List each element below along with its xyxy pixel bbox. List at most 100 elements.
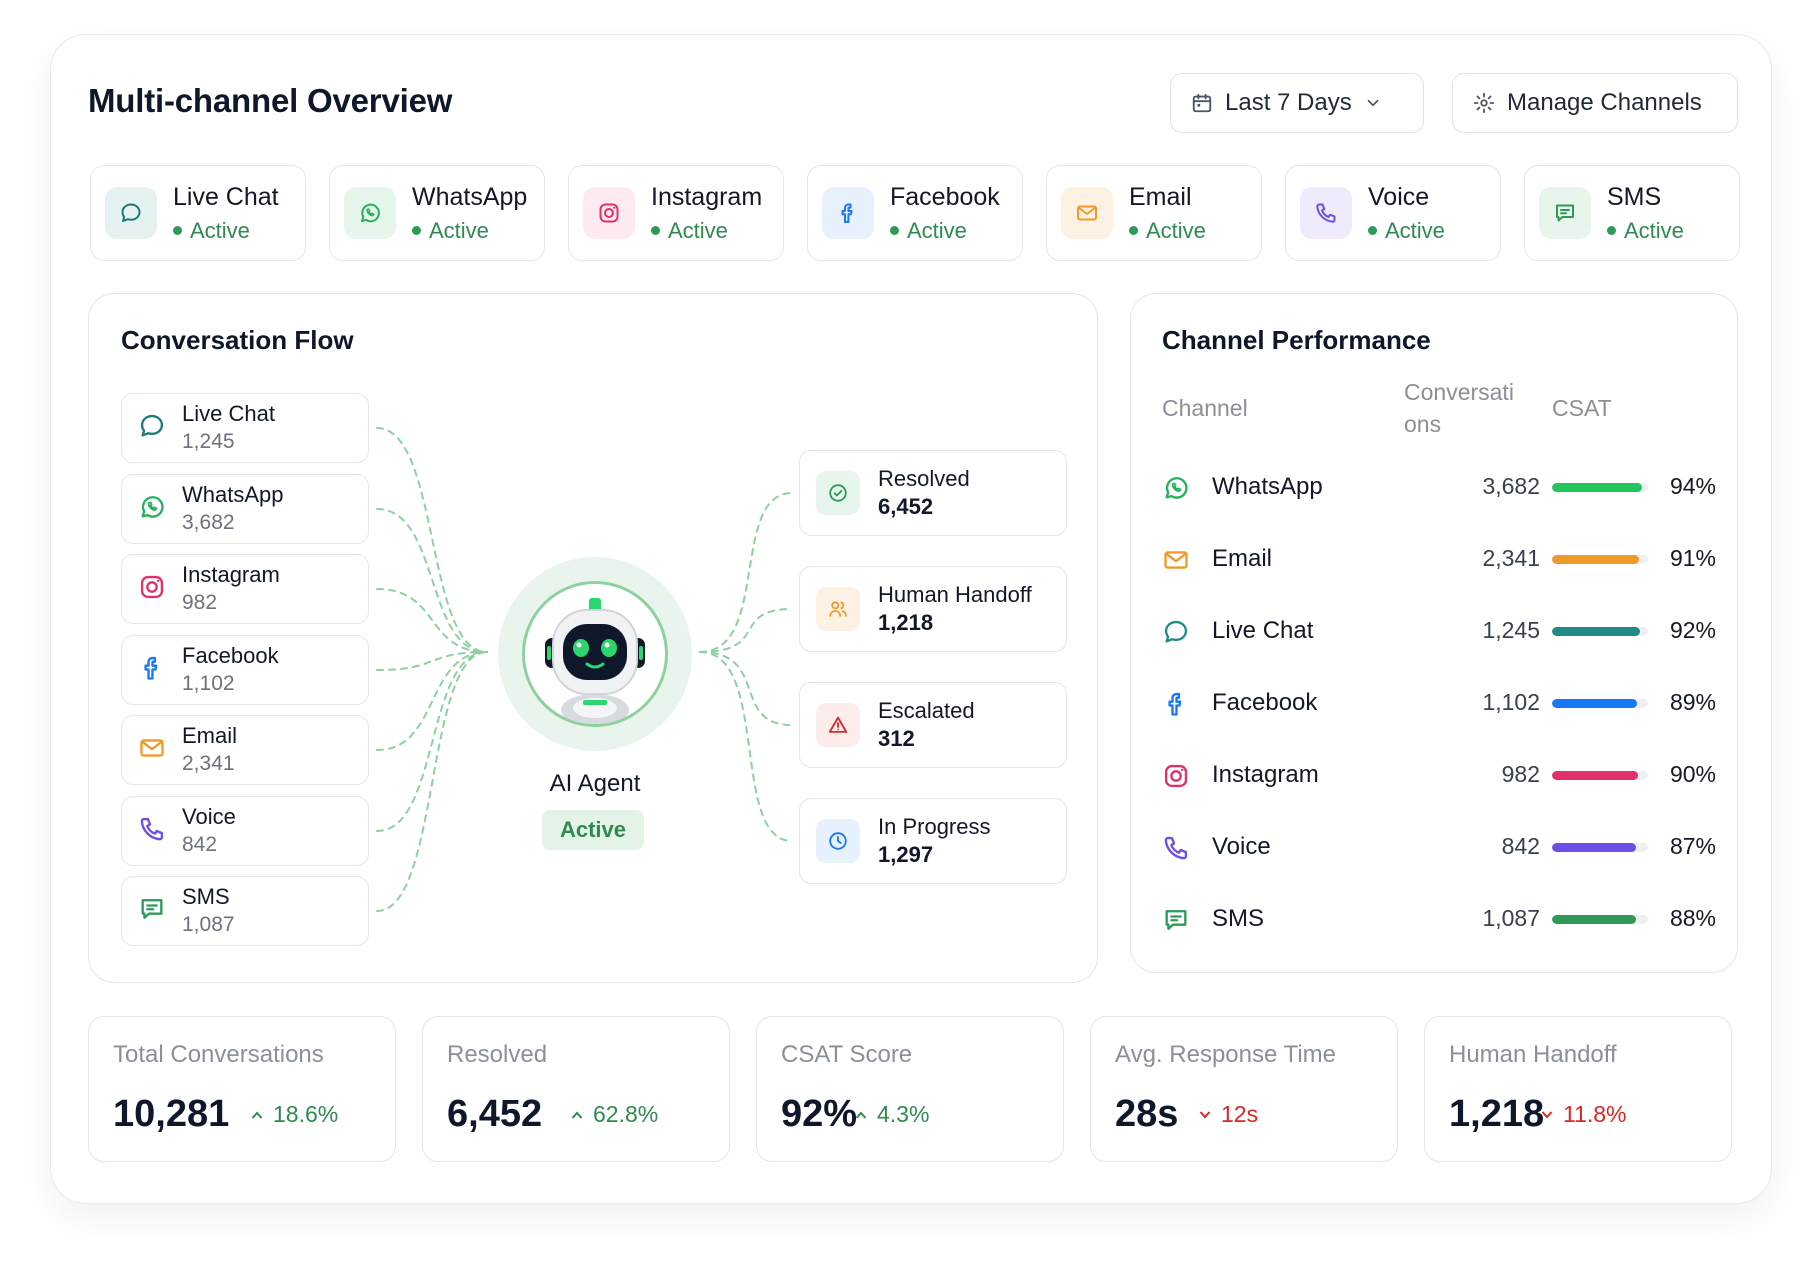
flow-input-name: Voice xyxy=(182,804,236,829)
flow-input-name: SMS xyxy=(182,884,230,909)
channel-chip-instagram[interactable]: Instagram Active xyxy=(568,165,784,261)
csat-bar xyxy=(1552,627,1648,636)
flow-output-name: Human Handoff xyxy=(878,582,1032,607)
performance-csat: 91% xyxy=(1669,545,1716,571)
performance-row-sms[interactable]: SMS 1,087 88% xyxy=(1162,900,1716,940)
warning-icon xyxy=(816,703,860,747)
performance-channel-name: Email xyxy=(1212,545,1273,572)
flow-input-count: 1,245 xyxy=(182,430,235,453)
channel-chip-whatsapp[interactable]: WhatsApp Active xyxy=(329,165,545,261)
flow-input-count: 2,341 xyxy=(182,752,235,775)
performance-channel-name: WhatsApp xyxy=(1212,473,1323,500)
manage-channels-button[interactable]: Manage Channels xyxy=(1452,73,1738,133)
csat-bar xyxy=(1552,771,1648,780)
performance-row-whatsapp[interactable]: WhatsApp 3,682 94% xyxy=(1162,468,1716,508)
chevron-down-icon xyxy=(1367,99,1379,107)
flow-input-whatsapp[interactable]: WhatsApp 3,682 xyxy=(121,474,369,544)
csat-bar xyxy=(1552,483,1648,492)
kpi-label: Resolved xyxy=(447,1041,548,1068)
flow-output-escalated[interactable]: Escalated 312 xyxy=(799,682,1067,768)
performance-conversations: 1,087 xyxy=(1482,905,1540,931)
phone-icon xyxy=(1162,834,1190,867)
flow-input-count: 1,087 xyxy=(182,913,235,936)
kpi-delta: 12s xyxy=(1199,1101,1258,1128)
flow-connector-in xyxy=(376,508,488,653)
flow-output-human-handoff[interactable]: Human Handoff 1,218 xyxy=(799,566,1067,652)
flow-connector-out xyxy=(699,608,793,653)
flow-connector-in xyxy=(376,651,488,912)
manage-channels-label: Manage Channels xyxy=(1507,89,1702,116)
performance-row-email[interactable]: Email 2,341 91% xyxy=(1162,540,1716,580)
kpi-value: 92% xyxy=(781,1093,858,1135)
kpi-total-conversations[interactable]: Total Conversations 10,281 18.6% xyxy=(88,1016,396,1162)
kpi-resolved[interactable]: Resolved 6,452 62.8% xyxy=(422,1016,730,1162)
performance-row-instagram[interactable]: Instagram 982 90% xyxy=(1162,756,1716,796)
ai-agent-avatar[interactable] xyxy=(522,581,668,727)
date-range-dropdown[interactable]: Last 7 Days xyxy=(1170,73,1424,133)
sms-icon xyxy=(1539,187,1591,239)
column-header-channel: Channel xyxy=(1162,395,1248,421)
flow-connector-in xyxy=(376,651,488,751)
kpi-value: 10,281 xyxy=(113,1093,230,1135)
whatsapp-icon xyxy=(138,493,166,526)
flow-input-email[interactable]: Email 2,341 xyxy=(121,715,369,785)
channel-chip-name: Live Chat xyxy=(173,182,279,211)
performance-row-voice[interactable]: Voice 842 87% xyxy=(1162,828,1716,868)
phone-icon xyxy=(1300,187,1352,239)
kpi-human-handoff[interactable]: Human Handoff 1,218 11.8% xyxy=(1424,1016,1732,1162)
flow-input-count: 842 xyxy=(182,833,218,856)
instagram-icon xyxy=(583,187,635,239)
kpi-csat-score[interactable]: CSAT Score 92% 4.3% xyxy=(756,1016,1064,1162)
trend-up-icon xyxy=(251,1111,263,1119)
flow-output-resolved[interactable]: Resolved 6,452 xyxy=(799,450,1067,536)
flow-input-name: Instagram xyxy=(182,562,280,587)
performance-row-facebook[interactable]: Facebook 1,102 89% xyxy=(1162,684,1716,724)
channel-chip-live-chat[interactable]: Live Chat Active xyxy=(90,165,306,261)
check-circle-icon xyxy=(816,471,860,515)
channel-chip-sms[interactable]: SMS Active xyxy=(1524,165,1740,261)
calendar-icon xyxy=(1192,93,1212,113)
flow-connector-out xyxy=(699,651,793,842)
facebook-icon xyxy=(138,654,166,687)
channel-chip-facebook[interactable]: Facebook Active xyxy=(807,165,1023,261)
channel-chip-email[interactable]: Email Active xyxy=(1046,165,1262,261)
flow-output-in-progress[interactable]: In Progress 1,297 xyxy=(799,798,1067,884)
flow-input-facebook[interactable]: Facebook 1,102 xyxy=(121,635,369,705)
kpi-value: 28s xyxy=(1115,1093,1179,1135)
flow-input-voice[interactable]: Voice 842 xyxy=(121,796,369,866)
flow-output-count: 312 xyxy=(878,726,915,751)
flow-input-sms[interactable]: SMS 1,087 xyxy=(121,876,369,946)
channel-chip-status: Active xyxy=(412,218,527,244)
flow-input-live-chat[interactable]: Live Chat 1,245 xyxy=(121,393,369,463)
performance-csat: 87% xyxy=(1669,833,1716,859)
flow-input-name: Facebook xyxy=(182,643,279,668)
flow-input-instagram[interactable]: Instagram 982 xyxy=(121,554,369,624)
performance-conversations: 1,245 xyxy=(1482,617,1540,643)
users-icon xyxy=(816,587,860,631)
flow-output-count: 1,218 xyxy=(878,610,934,635)
channel-chip-voice[interactable]: Voice Active xyxy=(1285,165,1501,261)
channel-chip-status: Active xyxy=(651,218,762,244)
kpi-value: 1,218 xyxy=(1449,1093,1545,1135)
instagram-icon xyxy=(1162,762,1190,795)
flow-input-count: 3,682 xyxy=(182,511,235,534)
conversation-flow-title: Conversation Flow xyxy=(121,325,354,355)
performance-channel-name: Facebook xyxy=(1212,689,1318,716)
kpi-label: CSAT Score xyxy=(781,1041,913,1068)
channel-chip-status: Active xyxy=(1368,218,1445,244)
channel-chip-name: Voice xyxy=(1368,182,1430,211)
performance-conversations: 842 xyxy=(1501,833,1540,859)
phone-icon xyxy=(138,815,166,848)
kpi-delta: 11.8% xyxy=(1541,1101,1627,1128)
kpi-avg-response-time[interactable]: Avg. Response Time 28s 12s xyxy=(1090,1016,1398,1162)
kpi-label: Total Conversations xyxy=(113,1041,324,1068)
chat-bubble-icon xyxy=(138,412,166,445)
sms-icon xyxy=(138,895,166,928)
kpi-label: Human Handoff xyxy=(1449,1041,1617,1068)
flow-input-count: 982 xyxy=(182,591,218,614)
flow-output-name: In Progress xyxy=(878,814,991,839)
whatsapp-icon xyxy=(1162,474,1190,507)
performance-row-live-chat[interactable]: Live Chat 1,245 92% xyxy=(1162,612,1716,652)
flow-connector-in xyxy=(376,427,488,653)
